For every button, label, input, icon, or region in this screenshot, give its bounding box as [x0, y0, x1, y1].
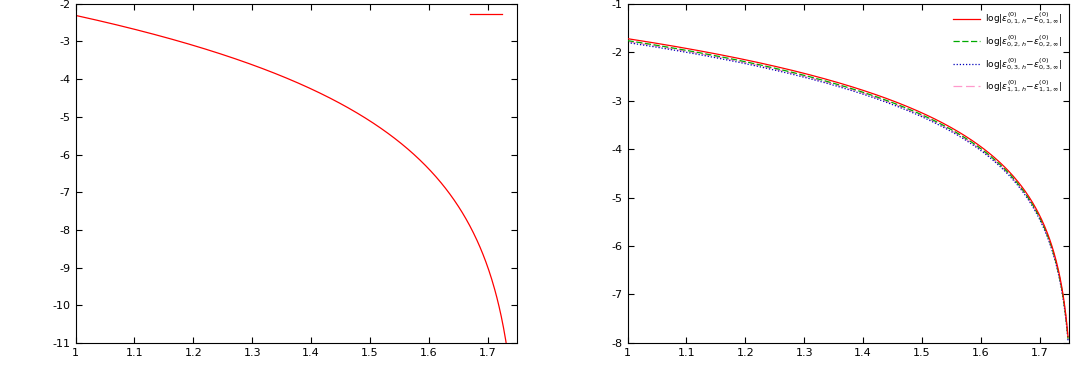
Legend: $\mathrm{log}|\varepsilon_{0,1,h}^{(0)}\!-\!\varepsilon_{0,1,\infty}^{(0)}|$, $\: $\mathrm{log}|\varepsilon_{0,1,h}^{(0)}\… — [950, 8, 1065, 97]
